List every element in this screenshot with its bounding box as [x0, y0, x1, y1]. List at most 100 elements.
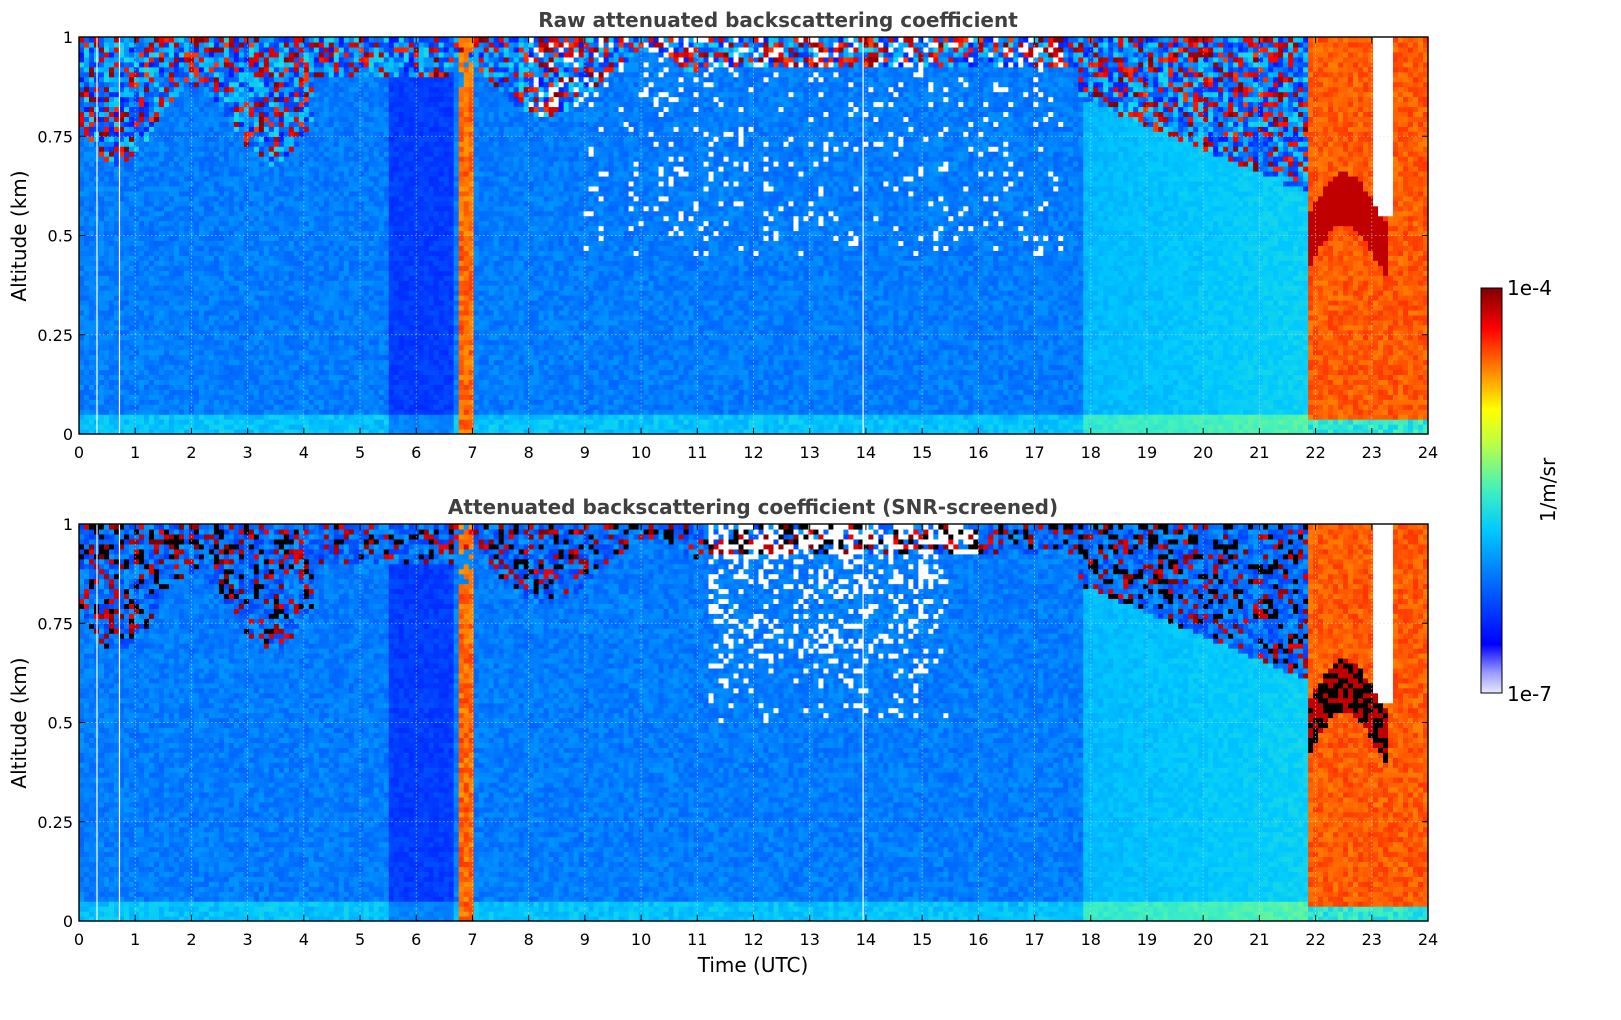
heatmap-cell	[378, 136, 385, 142]
heatmap-cell	[158, 270, 165, 276]
heatmap-cell	[203, 195, 210, 202]
heatmap-cell	[258, 429, 265, 435]
heatmap-cell	[143, 334, 150, 341]
heatmap-cell	[158, 414, 165, 420]
heatmap-cell	[368, 175, 375, 182]
heatmap-cell	[388, 280, 395, 286]
heatmap-cell	[358, 260, 365, 266]
heatmap-cell	[368, 285, 375, 291]
heatmap-cell	[88, 359, 95, 366]
heatmap-cell	[378, 369, 385, 376]
heatmap-cell	[263, 136, 270, 142]
heatmap-cell	[378, 116, 385, 122]
heatmap-cell	[88, 161, 95, 167]
heatmap-cell	[268, 359, 275, 366]
heatmap-cell	[388, 300, 395, 306]
heatmap-cell	[343, 275, 350, 281]
heatmap-cell	[193, 91, 200, 98]
heatmap-cell	[288, 131, 295, 137]
heatmap-cell	[173, 205, 180, 212]
heatmap-cell	[343, 111, 350, 117]
heatmap-cell	[278, 210, 285, 217]
heatmap-cell	[288, 275, 295, 281]
heatmap-cell	[228, 41, 235, 48]
heatmap-cell	[243, 61, 250, 68]
heatmap-cell	[298, 166, 305, 172]
heatmap-cell	[343, 51, 350, 58]
heatmap-cell	[228, 146, 235, 152]
heatmap-cell	[153, 339, 160, 346]
heatmap-cell	[103, 230, 110, 237]
heatmap-cell	[178, 170, 185, 177]
heatmap-cell	[248, 41, 255, 48]
heatmap-cell	[318, 245, 325, 251]
heatmap-cell	[123, 81, 130, 88]
heatmap-cell	[323, 91, 330, 98]
heatmap-cell	[353, 300, 360, 306]
heatmap-cell	[168, 71, 175, 78]
heatmap-cell	[198, 349, 205, 356]
heatmap-cell	[213, 265, 220, 271]
heatmap-cell	[383, 136, 390, 142]
heatmap-cell	[178, 156, 185, 162]
heatmap-cell	[79, 384, 85, 390]
heatmap-cell	[103, 394, 110, 400]
heatmap-cell	[118, 136, 125, 142]
heatmap-cell	[373, 384, 380, 390]
heatmap-cell	[79, 339, 85, 346]
heatmap-cell	[173, 374, 180, 381]
heatmap-cell	[113, 240, 120, 247]
heatmap-cell	[148, 319, 155, 326]
heatmap-cell	[318, 37, 325, 43]
heatmap-cell	[108, 319, 115, 326]
heatmap-cell	[79, 290, 85, 296]
heatmap-cell	[293, 295, 300, 301]
heatmap-cell	[253, 319, 260, 326]
heatmap-cell	[213, 56, 220, 63]
heatmap-cell	[213, 285, 220, 291]
heatmap-cell	[128, 349, 135, 356]
heatmap-cell	[178, 126, 185, 132]
heatmap-cell	[323, 329, 330, 336]
heatmap-cell	[298, 101, 305, 108]
heatmap-cell	[108, 66, 115, 73]
heatmap-cell	[123, 349, 130, 356]
heatmap-cell	[313, 96, 320, 103]
heatmap-cell	[168, 309, 175, 316]
heatmap-cell	[118, 290, 125, 296]
heatmap-cell	[128, 121, 135, 127]
heatmap-cell	[298, 146, 305, 152]
heatmap-cell	[238, 309, 245, 316]
heatmap-cell	[288, 190, 295, 197]
heatmap-cell	[84, 37, 90, 43]
heatmap-cell	[368, 275, 375, 281]
heatmap-cell	[358, 205, 365, 212]
heatmap-cell	[118, 41, 125, 48]
heatmap-cell	[123, 225, 130, 232]
heatmap-cell	[298, 136, 305, 142]
heatmap-cell	[368, 414, 375, 420]
heatmap-cell	[238, 245, 245, 251]
heatmap-cell	[118, 344, 125, 351]
heatmap-cell	[158, 334, 165, 341]
heatmap-cell	[183, 329, 190, 336]
heatmap-cell	[218, 106, 225, 113]
heatmap-cell	[98, 126, 105, 132]
heatmap-cell	[273, 334, 280, 341]
heatmap-cell	[323, 384, 330, 390]
heatmap-cell	[248, 185, 255, 192]
heatmap-cell	[223, 91, 230, 98]
heatmap-cell	[293, 364, 300, 371]
heatmap-cell	[273, 424, 280, 430]
heatmap-cell	[353, 404, 360, 410]
heatmap-cell	[138, 364, 145, 371]
heatmap-cell	[88, 309, 95, 316]
heatmap-cell	[353, 354, 360, 361]
heatmap-cell	[123, 329, 130, 336]
heatmap-cell	[153, 175, 160, 182]
heatmap-cell	[203, 389, 210, 395]
heatmap-cell	[323, 170, 330, 177]
heatmap-cell	[318, 309, 325, 316]
heatmap-cell	[79, 369, 85, 376]
heatmap-cell	[243, 81, 250, 88]
